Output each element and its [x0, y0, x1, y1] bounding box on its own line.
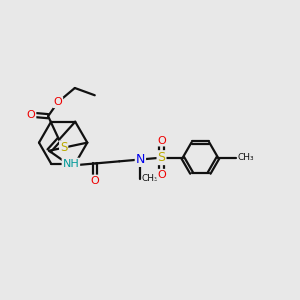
Text: O: O [53, 97, 62, 107]
Text: NH: NH [62, 159, 79, 169]
Text: O: O [157, 136, 166, 146]
Text: S: S [158, 151, 166, 164]
Text: CH₃: CH₃ [237, 153, 254, 162]
Text: CH₃: CH₃ [141, 174, 158, 183]
Text: O: O [157, 170, 166, 180]
Text: O: O [27, 110, 35, 120]
Text: N: N [136, 153, 145, 166]
Text: O: O [91, 176, 100, 185]
Text: S: S [60, 141, 68, 154]
